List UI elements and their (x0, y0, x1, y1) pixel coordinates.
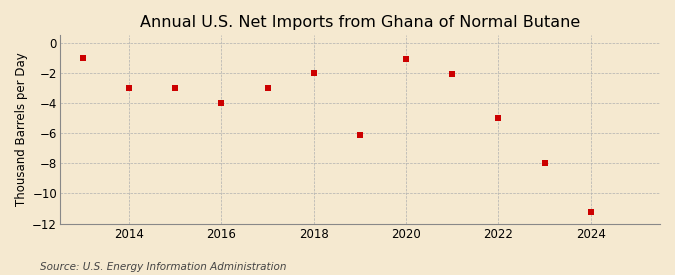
Point (354, 133, 365, 137)
Point (401, 57, 412, 62)
Point (539, 161, 550, 166)
Point (124, 86, 134, 90)
Point (447, 72, 458, 77)
Point (308, 71, 319, 75)
Point (585, 209, 596, 214)
Point (170, 86, 181, 90)
Text: Source: U.S. Energy Information Administration: Source: U.S. Energy Information Administ… (40, 262, 287, 272)
Y-axis label: Thousand Barrels per Day: Thousand Barrels per Day (15, 53, 28, 206)
Point (216, 101, 227, 105)
Point (493, 116, 504, 120)
Point (78, 56, 88, 60)
Point (262, 86, 273, 90)
Title: Annual U.S. Net Imports from Ghana of Normal Butane: Annual U.S. Net Imports from Ghana of No… (140, 15, 580, 30)
